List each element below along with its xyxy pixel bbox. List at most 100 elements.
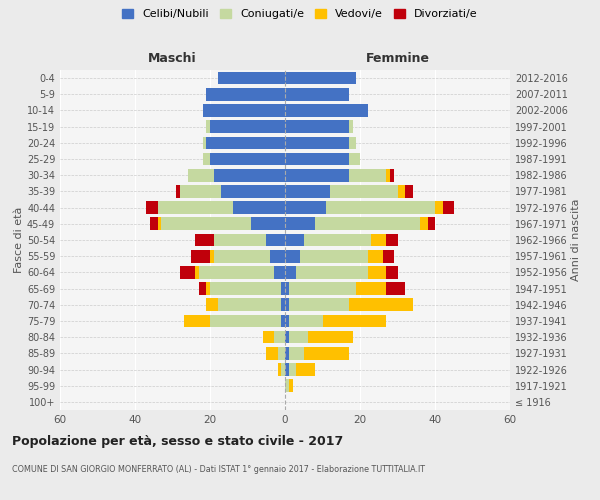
Bar	[274, 266, 285, 278]
Bar	[206, 282, 210, 295]
Bar	[285, 88, 349, 101]
Bar	[300, 250, 367, 262]
Bar	[367, 250, 383, 262]
Bar	[285, 234, 304, 246]
Bar	[285, 282, 289, 295]
Bar	[371, 234, 386, 246]
Bar	[285, 72, 356, 85]
Bar	[277, 347, 285, 360]
Bar	[195, 234, 214, 246]
Text: Popolazione per età, sesso e stato civile - 2017: Popolazione per età, sesso e stato civil…	[12, 435, 343, 448]
Bar	[146, 202, 157, 214]
Bar	[281, 363, 285, 376]
Bar	[199, 266, 274, 278]
Bar	[214, 169, 285, 181]
Bar	[285, 120, 349, 133]
Bar	[386, 234, 398, 246]
Bar	[195, 266, 199, 278]
Bar	[214, 250, 270, 262]
Bar	[281, 298, 285, 311]
Bar	[161, 218, 251, 230]
Bar	[150, 218, 157, 230]
Bar	[390, 169, 394, 181]
Bar	[285, 152, 349, 166]
Bar	[233, 202, 285, 214]
Bar	[176, 185, 180, 198]
Bar	[206, 136, 285, 149]
Bar	[221, 185, 285, 198]
Bar	[285, 331, 289, 344]
Bar	[289, 363, 296, 376]
Legend: Celibi/Nubili, Coniugati/e, Vedovi/e, Divorziati/e: Celibi/Nubili, Coniugati/e, Vedovi/e, Di…	[119, 6, 481, 22]
Bar	[266, 234, 285, 246]
Bar	[323, 314, 386, 328]
Bar	[285, 363, 289, 376]
Bar	[285, 250, 300, 262]
Bar	[214, 234, 266, 246]
Bar	[210, 314, 281, 328]
Bar	[210, 282, 281, 295]
Bar	[349, 298, 413, 311]
Bar	[285, 104, 367, 117]
Bar	[184, 314, 210, 328]
Bar	[315, 218, 420, 230]
Bar	[296, 266, 367, 278]
Bar	[443, 202, 454, 214]
Bar	[386, 169, 390, 181]
Bar	[285, 314, 289, 328]
Bar	[285, 185, 330, 198]
Bar	[285, 298, 289, 311]
Bar	[285, 218, 315, 230]
Bar	[427, 218, 435, 230]
Text: Maschi: Maschi	[148, 52, 197, 65]
Bar	[304, 347, 349, 360]
Bar	[383, 250, 394, 262]
Bar	[210, 120, 285, 133]
Bar	[435, 202, 443, 214]
Bar	[203, 104, 285, 117]
Bar	[270, 250, 285, 262]
Bar	[285, 266, 296, 278]
Bar	[304, 234, 371, 246]
Bar	[326, 202, 435, 214]
Bar	[349, 136, 356, 149]
Bar	[263, 331, 274, 344]
Bar	[218, 72, 285, 85]
Bar	[203, 136, 206, 149]
Bar	[398, 185, 405, 198]
Text: Femmine: Femmine	[365, 52, 430, 65]
Bar	[277, 363, 281, 376]
Y-axis label: Fasce di età: Fasce di età	[14, 207, 24, 273]
Bar	[281, 282, 285, 295]
Bar	[180, 266, 195, 278]
Bar	[206, 120, 210, 133]
Bar	[386, 266, 398, 278]
Bar	[206, 88, 285, 101]
Bar	[285, 380, 289, 392]
Bar	[285, 169, 349, 181]
Bar	[187, 169, 214, 181]
Bar	[349, 120, 353, 133]
Bar	[285, 202, 326, 214]
Bar	[405, 185, 413, 198]
Bar	[251, 218, 285, 230]
Bar	[157, 202, 233, 214]
Bar	[210, 152, 285, 166]
Bar	[180, 185, 221, 198]
Bar	[330, 185, 398, 198]
Y-axis label: Anni di nascita: Anni di nascita	[571, 198, 581, 281]
Bar	[285, 136, 349, 149]
Bar	[289, 380, 293, 392]
Bar	[210, 250, 214, 262]
Bar	[367, 266, 386, 278]
Bar	[356, 282, 386, 295]
Bar	[191, 250, 210, 262]
Bar	[206, 298, 218, 311]
Bar	[289, 331, 308, 344]
Bar	[203, 152, 210, 166]
Bar	[289, 298, 349, 311]
Bar	[274, 331, 285, 344]
Text: COMUNE DI SAN GIORGIO MONFERRATO (AL) - Dati ISTAT 1° gennaio 2017 - Elaborazion: COMUNE DI SAN GIORGIO MONFERRATO (AL) - …	[12, 465, 425, 474]
Bar	[420, 218, 427, 230]
Bar	[218, 298, 281, 311]
